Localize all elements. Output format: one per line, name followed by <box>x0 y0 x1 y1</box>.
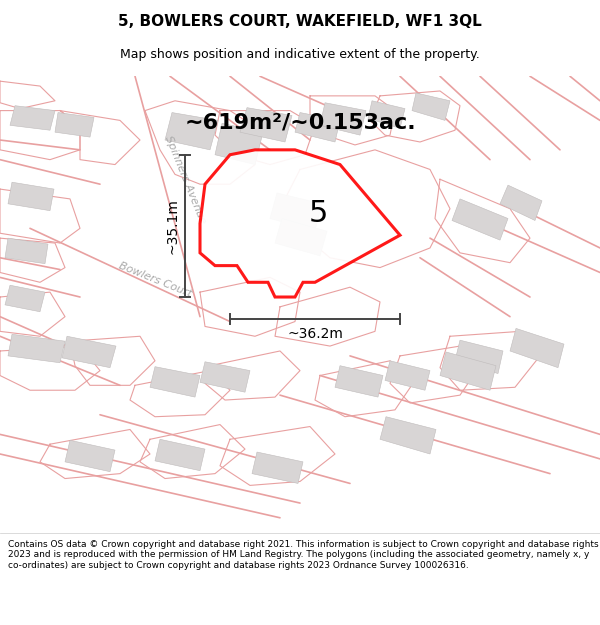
Polygon shape <box>200 150 400 297</box>
Polygon shape <box>252 452 303 484</box>
Polygon shape <box>295 112 340 142</box>
Polygon shape <box>10 106 55 130</box>
Polygon shape <box>320 102 366 135</box>
Polygon shape <box>65 440 115 472</box>
Polygon shape <box>240 107 292 142</box>
Polygon shape <box>155 439 205 471</box>
Polygon shape <box>335 366 383 397</box>
Polygon shape <box>5 238 48 264</box>
Polygon shape <box>165 112 218 150</box>
Text: Contains OS data © Crown copyright and database right 2021. This information is : Contains OS data © Crown copyright and d… <box>8 540 598 570</box>
Polygon shape <box>200 362 250 392</box>
Polygon shape <box>452 199 508 240</box>
Text: ~35.1m: ~35.1m <box>165 198 179 254</box>
Polygon shape <box>412 93 450 121</box>
Polygon shape <box>500 185 542 221</box>
Text: Bowlers Court: Bowlers Court <box>117 260 193 299</box>
Text: 5: 5 <box>308 199 328 228</box>
Polygon shape <box>8 182 54 211</box>
Polygon shape <box>55 112 94 137</box>
Polygon shape <box>380 417 436 454</box>
Polygon shape <box>8 334 65 362</box>
Text: ~619m²/~0.153ac.: ~619m²/~0.153ac. <box>184 112 416 132</box>
Polygon shape <box>62 336 116 367</box>
Polygon shape <box>368 101 405 128</box>
Text: Spinners Avenue: Spinners Avenue <box>163 134 207 225</box>
Text: Map shows position and indicative extent of the property.: Map shows position and indicative extent… <box>120 48 480 61</box>
Polygon shape <box>385 361 430 390</box>
Text: 5, BOWLERS COURT, WAKEFIELD, WF1 3QL: 5, BOWLERS COURT, WAKEFIELD, WF1 3QL <box>118 14 482 29</box>
Polygon shape <box>150 367 200 397</box>
Polygon shape <box>5 285 45 312</box>
Polygon shape <box>275 219 327 256</box>
Polygon shape <box>440 352 496 390</box>
Polygon shape <box>510 328 564 367</box>
Text: ~36.2m: ~36.2m <box>287 328 343 341</box>
Polygon shape <box>215 123 263 164</box>
Polygon shape <box>270 193 322 230</box>
Polygon shape <box>455 340 503 374</box>
